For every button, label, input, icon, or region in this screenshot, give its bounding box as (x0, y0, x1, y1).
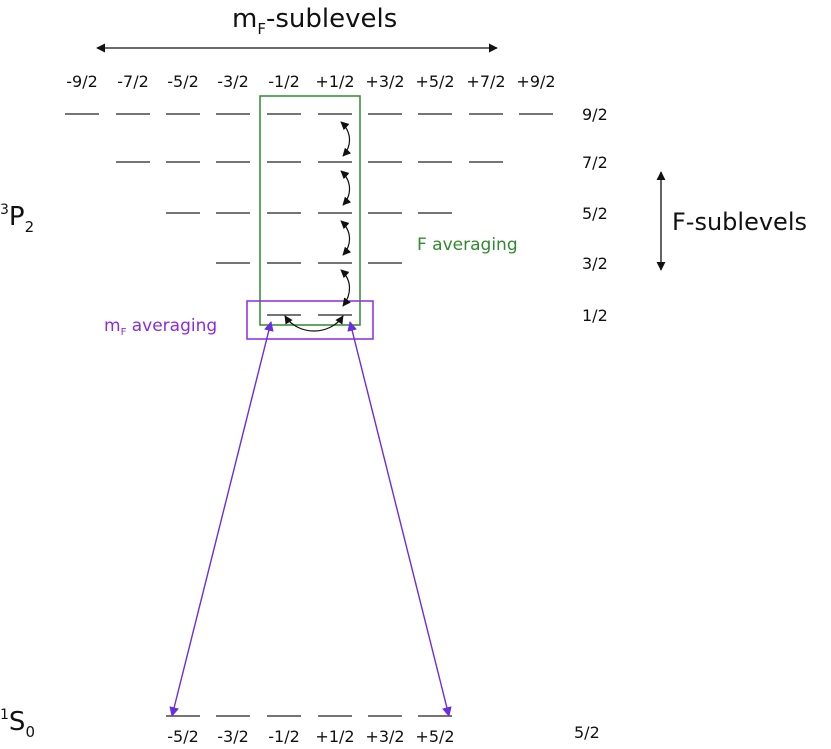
mf-top-label: +3/2 (365, 72, 404, 91)
f-coupling-arrow-5-3 (340, 220, 352, 256)
mf-top-label: -3/2 (217, 72, 249, 91)
transition-arrow-right (347, 321, 452, 717)
mf-labels-bottom: -5/2 -3/2 -1/2 +1/2 +3/2 +5/2 (167, 727, 454, 746)
mf-bottom-label: +3/2 (365, 727, 404, 746)
ground-f-value-label: 5/2 (574, 723, 600, 742)
f-coupling-arrow-9-7 (340, 121, 352, 157)
mf-top-label: -1/2 (268, 72, 300, 91)
f-sublevels-label: F-sublevels (672, 208, 807, 236)
mf-top-label: -9/2 (66, 72, 98, 91)
mf-sublevels-title: mF-sublevels (232, 4, 397, 38)
mf-coupling-arrow (284, 315, 344, 332)
mf-labels-top: -9/2 -7/2 -5/2 -3/2 -1/2 +1/2 +3/2 +5/2 +7/2 +9/2 (66, 72, 555, 91)
mf-top-label: +5/2 (415, 72, 454, 91)
f-value-label: 1/2 (582, 306, 608, 325)
transition-arrow-left (169, 321, 274, 717)
f-value-label: 9/2 (582, 105, 608, 124)
mf-top-label: +9/2 (516, 72, 555, 91)
mf-top-label: -5/2 (167, 72, 199, 91)
f-value-label: 7/2 (582, 153, 608, 172)
upper-state-term: 3P2 (0, 202, 34, 236)
f-value-labels: 9/2 7/2 5/2 3/2 1/2 5/2 (574, 105, 608, 742)
mf-top-label: +7/2 (466, 72, 505, 91)
mf-averaging-box (246, 300, 374, 340)
mf-bottom-label: -3/2 (217, 727, 249, 746)
mf-bottom-label: +5/2 (415, 727, 454, 746)
mf-top-label: -7/2 (117, 72, 149, 91)
f-value-label: 3/2 (582, 254, 608, 273)
upper-state-levels (65, 113, 553, 316)
f-coupling-arrow-3-1 (340, 269, 351, 307)
mf-top-label: +1/2 (315, 72, 354, 91)
f-coupling-arrow-7-5 (340, 170, 352, 206)
mf-bottom-label: -5/2 (167, 727, 199, 746)
f-averaging-box (259, 95, 361, 326)
mf-averaging-label: mF averaging (104, 316, 217, 338)
f-value-label: 5/2 (582, 204, 608, 223)
lower-state-term: 1S0 (0, 707, 35, 741)
mf-bottom-label: -1/2 (268, 727, 300, 746)
mf-bottom-label: +1/2 (315, 727, 354, 746)
f-averaging-label: F averaging (417, 235, 518, 255)
